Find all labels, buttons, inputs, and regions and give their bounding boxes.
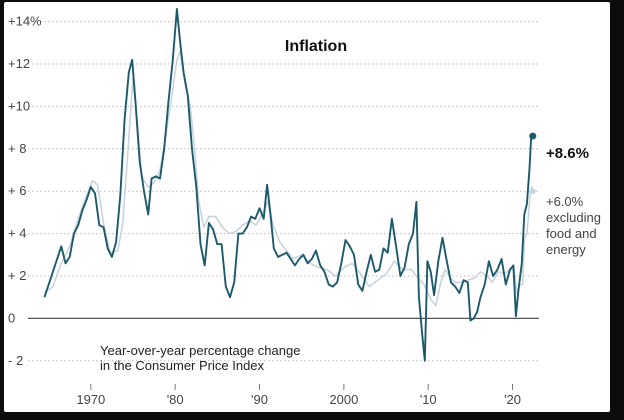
x-tick-label: 2000: [329, 392, 358, 407]
x-tick-label: '80: [167, 392, 184, 407]
x-tick-label: 1970: [76, 392, 105, 407]
x-tick-label: '20: [504, 392, 521, 407]
x-axis-ticks: 1970 '80 '90 2000 '10 '20: [76, 384, 521, 407]
series-endpoint-core: [529, 188, 536, 195]
inflation-chart: +14% +12 +10 + 8 + 6 + 4 + 2 0 - 2 1970 '80 '90 200…: [8, 7, 601, 407]
y-tick-label: + 4: [8, 226, 26, 241]
series-lines: [43, 7, 537, 362]
core-end-label-4: energy: [546, 242, 586, 257]
y-tick-label: +12: [8, 56, 30, 71]
y-tick-label: 0: [8, 310, 15, 325]
y-tick-label: - 2: [8, 353, 23, 368]
y-tick-label: + 8: [8, 141, 26, 156]
chart-panel: +14% +12 +10 + 8 + 6 + 4 + 2 0 - 2 1970 '80 '90 200…: [4, 2, 610, 412]
y-tick-label: + 6: [8, 183, 26, 198]
x-tick-label: '10: [420, 392, 437, 407]
y-tick-label: + 2: [8, 268, 26, 283]
annotation-line-2: in the Consumer Price Index: [100, 358, 265, 373]
annotation-line-1: Year-over-year percentage change: [100, 343, 300, 358]
y-axis-ticks: +14% +12 +10 + 8 + 6 + 4 + 2 0 - 2: [8, 14, 42, 368]
y-tick-label: +14%: [8, 14, 42, 29]
core-end-label-3: food and: [546, 226, 597, 241]
y-tick-label: +10: [8, 98, 30, 113]
core-end-label-2: excluding: [546, 210, 601, 225]
series-line-core: [43, 50, 534, 307]
chart-title: Inflation: [285, 38, 347, 55]
x-tick-label: '90: [251, 392, 268, 407]
grid-lines: [28, 21, 539, 362]
series-line-headline: [43, 7, 534, 362]
core-end-label-1: +6.0%: [546, 194, 584, 209]
series-endpoint-headline: [529, 132, 537, 140]
headline-end-label: +8.6%: [546, 145, 589, 162]
